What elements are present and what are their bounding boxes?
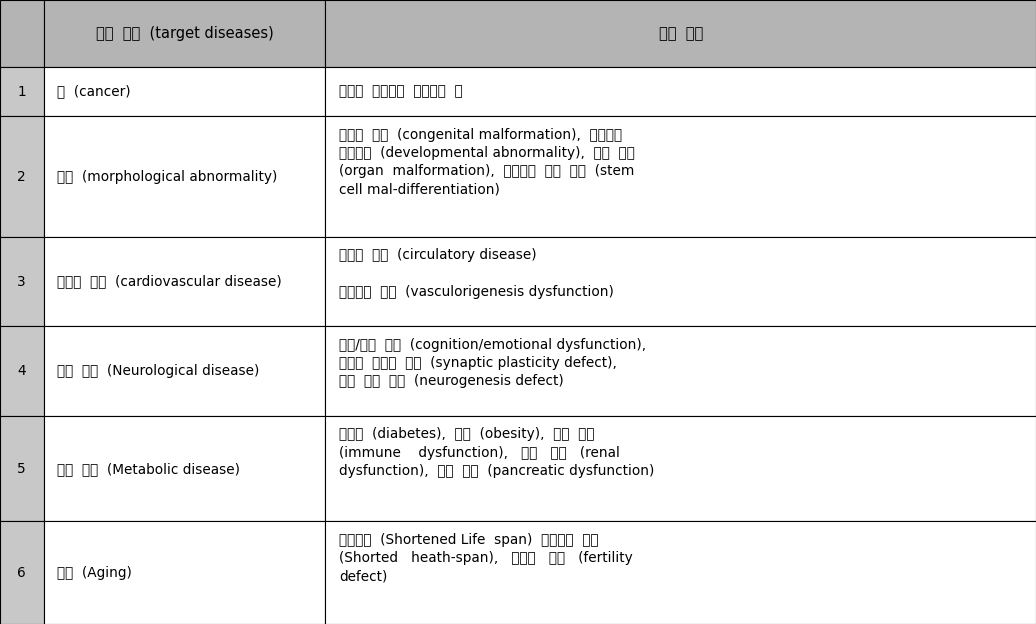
Bar (0, 0, 44, 67)
Bar (0, 117, 44, 236)
Text: 5: 5 (18, 462, 26, 475)
Text: 세부  분야: 세부 분야 (659, 26, 702, 41)
Bar (325, 521, 1036, 624)
Text: 6: 6 (18, 565, 26, 580)
Bar (325, 326, 1036, 416)
Bar (325, 67, 1036, 117)
Bar (0, 326, 44, 416)
Bar (325, 416, 1036, 521)
Bar (325, 0, 1036, 67)
Bar (44, 416, 325, 521)
Text: 표적  질환  (target diseases): 표적 질환 (target diseases) (95, 26, 274, 41)
Text: 당뇨병  (diabetes),  비만  (obesity),  면역  이상
(immune    dysfunction),   신장   이상   (r: 당뇨병 (diabetes), 비만 (obesity), 면역 이상 (imm… (339, 427, 654, 478)
Text: 선천적  기형  (congenital malformation),  발생학적
형태변이  (developmental abnormality),  기관: 선천적 기형 (congenital malformation), 발생학적 형… (339, 128, 635, 197)
Bar (0, 236, 44, 326)
Bar (0, 521, 44, 624)
Text: 인지/감정  장애  (cognition/emotional dysfunction),
시냅스  가소성  이상  (synaptic plasticity: 인지/감정 장애 (cognition/emotional dysfunctio… (339, 338, 645, 389)
Bar (44, 0, 325, 67)
Text: 1: 1 (18, 85, 26, 99)
Bar (325, 117, 1036, 236)
Text: 기형  (morphological abnormality): 기형 (morphological abnormality) (57, 170, 278, 183)
Text: 2: 2 (18, 170, 26, 183)
Text: 노화  (Aging): 노화 (Aging) (57, 565, 132, 580)
Text: 신경  질환  (Neurological disease): 신경 질환 (Neurological disease) (57, 364, 259, 378)
Bar (0, 67, 44, 117)
Bar (44, 117, 325, 236)
Bar (0, 416, 44, 521)
Bar (44, 326, 325, 416)
Bar (44, 236, 325, 326)
Text: 다양한  조직에서  발생하는  암: 다양한 조직에서 발생하는 암 (339, 85, 462, 99)
Bar (44, 67, 325, 117)
Text: 3: 3 (18, 275, 26, 288)
Text: 대사  질환  (Metabolic disease): 대사 질환 (Metabolic disease) (57, 462, 240, 475)
Text: 심혈관  질환  (cardiovascular disease): 심혈관 질환 (cardiovascular disease) (57, 275, 282, 288)
Text: 순환계  질환  (circulatory disease)

혈관생성  장애  (vasculorigenesis dysfunction): 순환계 질환 (circulatory disease) 혈관생성 장애 (va… (339, 248, 613, 299)
Text: 수명저하  (Shortened Life  span)  건강수명  저하
(Shorted   heath-span),   생식력   장애   (fer: 수명저하 (Shortened Life span) 건강수명 저하 (Shor… (339, 532, 633, 583)
Bar (44, 521, 325, 624)
Bar (325, 236, 1036, 326)
Text: 암  (cancer): 암 (cancer) (57, 85, 131, 99)
Text: 4: 4 (18, 364, 26, 378)
